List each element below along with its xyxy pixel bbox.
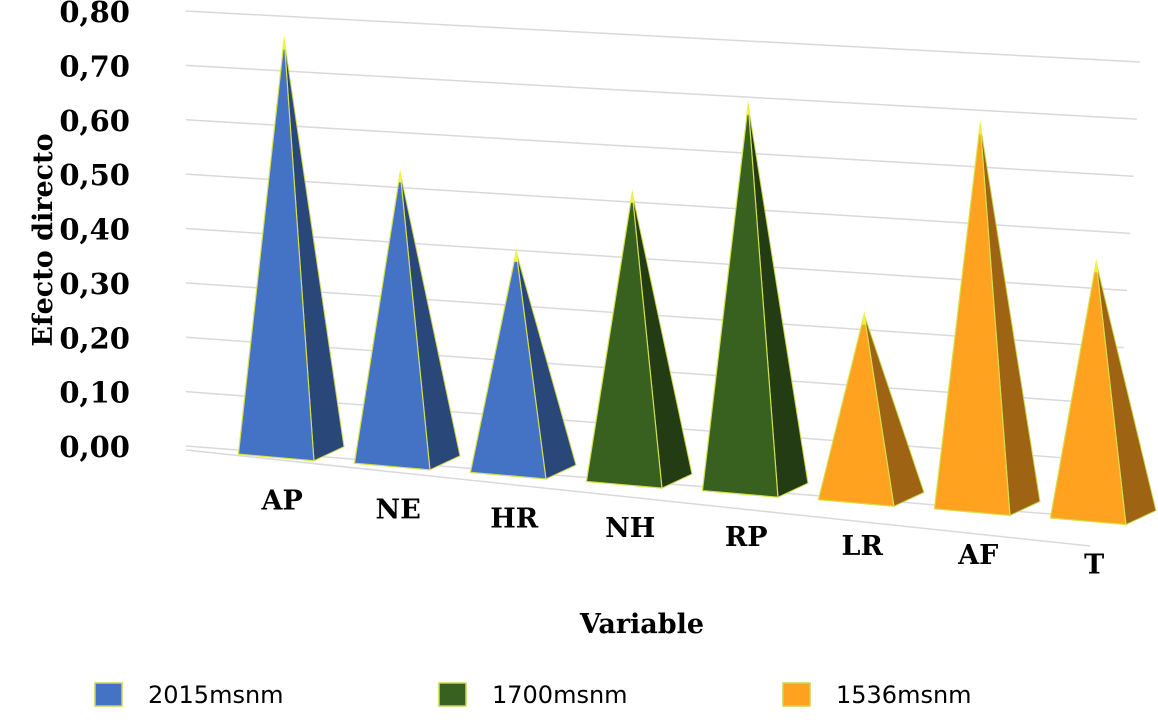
legend-item: 1536msnm [782, 681, 972, 709]
legend-swatch [782, 682, 811, 707]
pyramid-bar [585, 188, 693, 489]
pyramid-front-face [469, 251, 547, 480]
pyramid-front-face [237, 39, 315, 462]
y-tick-label: 0,00 [59, 430, 130, 464]
legend-label: 2015msnm [148, 681, 284, 709]
x-tick-label: AP [261, 485, 303, 516]
gridline [185, 119, 1134, 177]
x-axis-ticks: AP NE HR NH RP LR AF T [261, 485, 1105, 580]
pyramid-bar [1049, 258, 1157, 526]
pyramid-front-face [585, 192, 663, 489]
pyramid-bar [353, 168, 461, 471]
legend-swatch [438, 682, 467, 707]
pyramid-bar [701, 100, 809, 498]
x-tick-label: LR [841, 531, 883, 562]
pyramid-tip [1094, 258, 1099, 273]
y-tick-label: 0,50 [59, 158, 130, 192]
legend-item: 2015msnm [94, 681, 284, 709]
bars [237, 35, 1157, 526]
y-tick-label: 0,70 [59, 49, 130, 83]
x-axis-title: Variable [579, 609, 704, 640]
y-tick-label: 0,40 [59, 213, 130, 247]
pyramid-bar [469, 247, 577, 480]
pyramid-tip [862, 310, 867, 325]
x-tick-label: RP [725, 522, 768, 553]
x-tick-label: AF [957, 540, 998, 571]
y-tick-label: 0,60 [59, 104, 130, 138]
x-tick-label: HR [490, 504, 539, 535]
legend-label: 1536msnm [836, 681, 972, 709]
legend-swatch [94, 682, 123, 707]
x-tick-label: NH [605, 513, 655, 544]
y-tick-label: 0,80 [59, 0, 130, 29]
pyramid-front-face [701, 104, 779, 498]
pyramid-tip [746, 100, 751, 115]
y-tick-label: 0,20 [59, 321, 130, 355]
pyramid-front-face [353, 172, 431, 471]
gridlines [185, 10, 1141, 547]
pyramid-tip [398, 168, 403, 183]
legend-item: 1700msnm [438, 681, 628, 709]
pyramid-bar [237, 35, 345, 462]
legend: 2015msnm 1700msnm 1536msnm [94, 681, 972, 709]
gridline [185, 10, 1141, 63]
pyramid-bar [817, 310, 925, 508]
pyramid-tip [514, 247, 519, 262]
pyramid-tip [630, 188, 635, 203]
gridline [185, 64, 1137, 120]
pyramid-tip [282, 35, 287, 50]
x-tick-label: NE [376, 495, 421, 526]
pyramid-bar [933, 120, 1041, 517]
y-axis-ticks: 0,00 0,10 0,20 0,30 0,40 0,50 0,60 0,70 0,80 [59, 0, 130, 464]
pyramid-front-face [1049, 262, 1127, 526]
pyramid-front-face [933, 124, 1011, 517]
y-axis-title: Efecto directo [28, 133, 59, 346]
pyramid-tip [978, 120, 983, 135]
legend-label: 1700msnm [492, 681, 628, 709]
pyramid-front-face [817, 314, 895, 507]
y-tick-label: 0,10 [59, 376, 130, 410]
y-tick-label: 0,30 [59, 267, 130, 301]
x-tick-label: T [1084, 549, 1104, 580]
floor-edge [185, 449, 1091, 547]
